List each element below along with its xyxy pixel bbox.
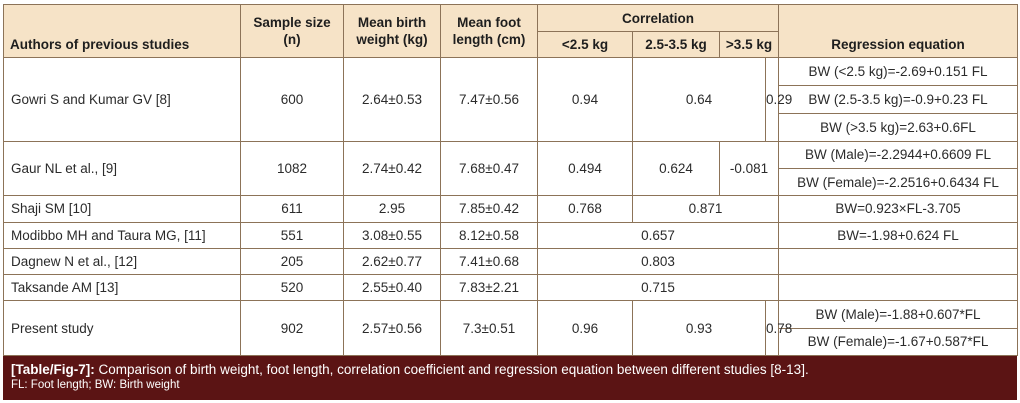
caption-label: [Table/Fig-7]: xyxy=(11,362,95,377)
author-cell: Present study xyxy=(3,300,241,356)
sample-size-cell: 520 xyxy=(240,274,344,302)
corr-overall-cell: 0.715 xyxy=(536,274,780,302)
corr-above25-cell: 0.871 xyxy=(631,195,780,223)
regression-cell: BW=0.923×FL-3.705 xyxy=(778,195,1019,223)
sample-size-cell: 600 xyxy=(240,57,344,142)
author-cell: Taksande AM [13] xyxy=(3,274,241,302)
sample-size-cell: 902 xyxy=(240,300,344,356)
author-cell: Modibbo MH and Taura MG, [11] xyxy=(3,221,241,249)
regression-cell xyxy=(778,274,1019,302)
author-cell: Gaur NL et al., [9] xyxy=(3,140,241,197)
birth-weight-cell: 2.62±0.77 xyxy=(343,247,441,276)
table-caption: [Table/Fig-7]: Comparison of birth weigh… xyxy=(3,356,1017,400)
corr-lt25-cell: 0.94 xyxy=(537,57,633,142)
header-mean-foot-length: Mean foot length (cm) xyxy=(440,4,538,58)
table-row: BW (Female)=-1.67+0.587*FL xyxy=(4,327,1019,357)
corr-gt35-cell: 0.29 xyxy=(764,57,792,142)
sample-size-cell: 205 xyxy=(240,247,344,276)
corr-25-35-cell: 0.93 xyxy=(632,300,766,356)
table-row: BW (Female)=-2.2516+0.6434 FL xyxy=(4,168,1019,197)
table-row: Dagnew N et al., [12] 205 2.62±0.77 7.41… xyxy=(3,247,1019,276)
header-correlation: Correlation xyxy=(536,4,780,32)
sample-size-cell: 551 xyxy=(240,221,344,249)
birth-weight-cell: 2.55±0.40 xyxy=(343,274,441,302)
regression-cell: BW (>3.5 kg)=2.63+0.6FL xyxy=(778,112,1019,142)
birth-weight-cell: 2.95 xyxy=(343,195,441,223)
birth-weight-cell: 3.08±0.55 xyxy=(343,221,441,249)
birth-weight-cell: 2.64±0.53 xyxy=(343,57,441,142)
regression-cell xyxy=(778,247,1019,276)
table-row: BW (>3.5 kg)=2.63+0.6FL xyxy=(4,112,1019,142)
birth-weight-cell: 2.74±0.42 xyxy=(343,140,441,197)
corr-25-35-cell: 0.624 xyxy=(632,140,720,197)
table-row: Modibbo MH and Taura MG, [11] 551 3.08±0… xyxy=(3,221,1019,249)
caption-note: FL: Foot length; BW: Birth weight xyxy=(11,379,180,391)
regression-cell: BW (<2.5 kg)=-2.69+0.151 FL xyxy=(778,56,1019,87)
header-mean-birth-weight: Mean birth weight (kg) xyxy=(343,4,441,58)
foot-length-cell: 7.83±2.21 xyxy=(440,274,538,302)
author-cell: Gowri S and Kumar GV [8] xyxy=(3,57,241,142)
foot-length-cell: 7.85±0.42 xyxy=(440,195,538,223)
corr-gt35-cell: 0.78 xyxy=(764,300,792,356)
foot-length-cell: 7.47±0.56 xyxy=(440,57,538,142)
corr-gt35-cell: -0.081 xyxy=(718,140,780,197)
comparison-table: Authors of previous studies Sample size … xyxy=(3,4,1019,357)
table-row: Gowri S and Kumar GV [8] 600 2.64±0.53 7… xyxy=(3,56,1019,142)
regression-cell: BW (Male)=-2.2944+0.6609 FL xyxy=(778,140,1019,170)
corr-overall-cell: 0.803 xyxy=(536,247,780,276)
regression-cell: BW (Male)=-1.88+0.607*FL xyxy=(778,300,1019,329)
table-row: Present study 902 2.57±0.56 7.3±0.51 0.9… xyxy=(3,300,1019,356)
foot-length-cell: 7.41±0.68 xyxy=(440,247,538,276)
author-cell: Dagnew N et al., [12] xyxy=(3,247,241,276)
foot-length-cell: 8.12±0.58 xyxy=(440,221,538,249)
table-header: Authors of previous studies Sample size … xyxy=(3,4,1019,58)
foot-length-cell: 7.3±0.51 xyxy=(440,300,538,356)
author-cell: Shaji SM [10] xyxy=(3,195,241,223)
header-corr-25-35: 2.5-3.5 kg xyxy=(632,31,720,58)
table-row: BW (2.5-3.5 kg)=-0.9+0.23 FL xyxy=(4,85,1019,114)
corr-25-35-cell: 0.64 xyxy=(632,57,766,142)
table-body: Gowri S and Kumar GV [8] 600 2.64±0.53 7… xyxy=(3,56,1019,357)
table-row: Shaji SM [10] 611 2.95 7.85±0.42 0.768 0… xyxy=(3,195,1019,223)
header-sample-size: Sample size (n) xyxy=(240,4,344,58)
header-authors: Authors of previous studies xyxy=(3,4,241,58)
table-row: Taksande AM [13] 520 2.55±0.40 7.83±2.21… xyxy=(3,274,1019,302)
table-row: Gaur NL et al., [9] 1082 2.74±0.42 7.68±… xyxy=(3,140,1019,197)
corr-lt25-cell: 0.96 xyxy=(537,300,633,356)
sample-size-cell: 1082 xyxy=(240,140,344,197)
caption-text: Comparison of birth weight, foot length,… xyxy=(98,362,809,377)
sample-size-cell: 611 xyxy=(240,195,344,223)
regression-cell: BW (2.5-3.5 kg)=-0.9+0.23 FL xyxy=(778,85,1019,114)
birth-weight-cell: 2.57±0.56 xyxy=(343,300,441,356)
corr-overall-cell: 0.657 xyxy=(536,221,780,249)
regression-cell: BW=-1.98+0.624 FL xyxy=(778,221,1019,249)
foot-length-cell: 7.68±0.47 xyxy=(440,140,538,197)
header-corr-gt35: >3.5 kg xyxy=(718,31,780,58)
header-regression: Regression equation xyxy=(778,4,1019,58)
corr-lt25-cell: 0.768 xyxy=(537,195,633,223)
regression-cell: BW (Female)=-2.2516+0.6434 FL xyxy=(778,168,1019,197)
header-corr-lt25: <2.5 kg xyxy=(537,31,633,58)
regression-cell: BW (Female)=-1.67+0.587*FL xyxy=(778,327,1019,357)
corr-lt25-cell: 0.494 xyxy=(537,140,633,197)
